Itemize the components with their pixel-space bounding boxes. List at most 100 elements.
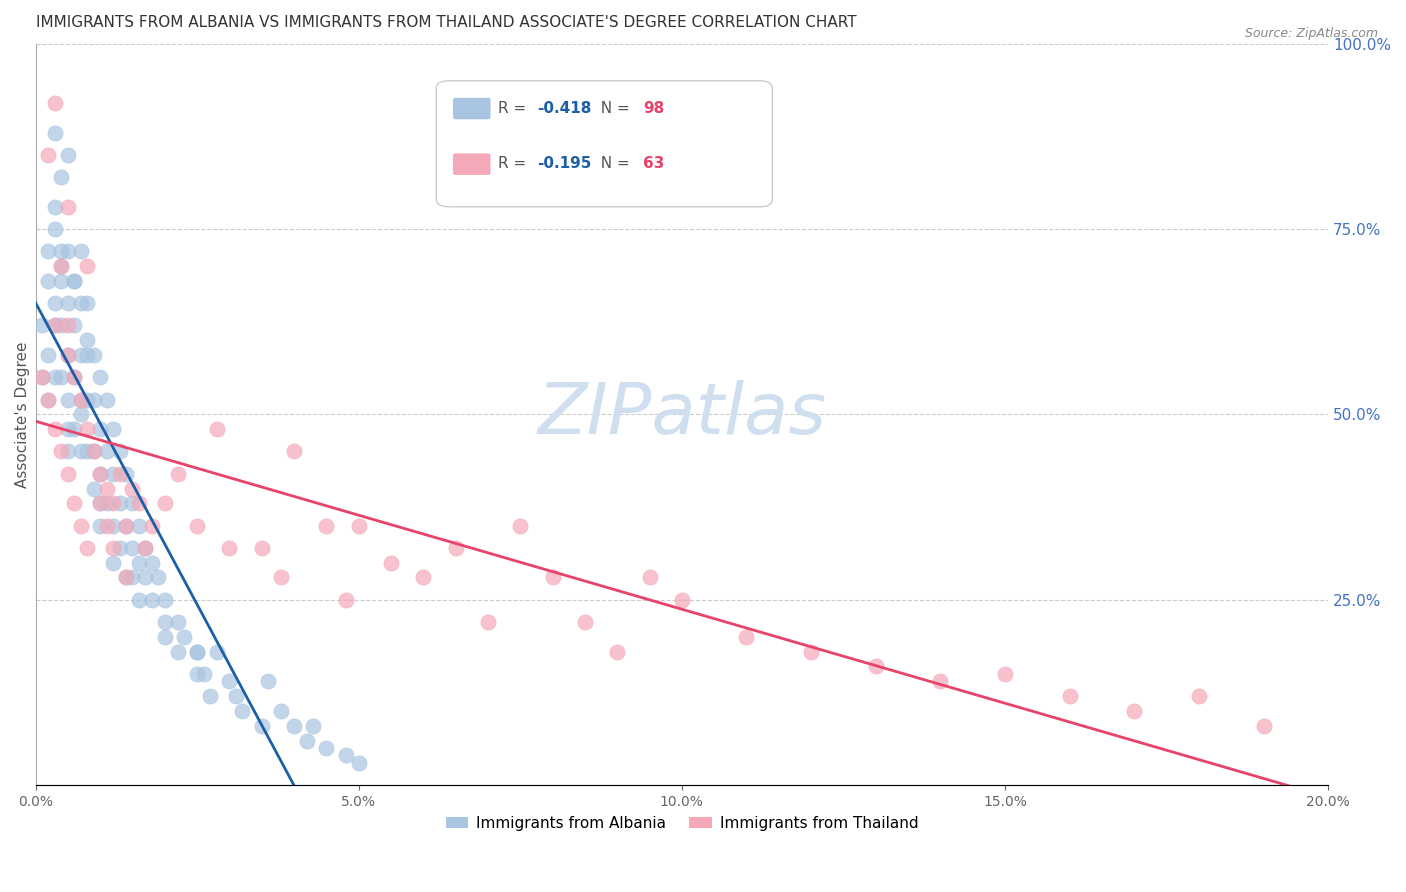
Point <box>44 296 66 310</box>
Point <box>63 496 86 510</box>
Point <box>1188 689 1211 703</box>
Point <box>166 645 188 659</box>
Point <box>148 570 170 584</box>
Point <box>101 541 124 555</box>
Point <box>865 659 887 673</box>
Point <box>76 392 98 407</box>
Point <box>96 518 118 533</box>
Point <box>141 556 163 570</box>
Point <box>134 570 156 584</box>
Point <box>186 518 208 533</box>
Point <box>31 370 53 384</box>
Point <box>56 296 79 310</box>
Text: N =: N = <box>592 156 636 171</box>
Y-axis label: Associate's Degree: Associate's Degree <box>15 341 30 488</box>
Point <box>89 370 111 384</box>
Point <box>69 408 91 422</box>
Point <box>218 541 240 555</box>
Point <box>115 518 138 533</box>
Point <box>108 496 131 510</box>
Point <box>315 741 337 756</box>
Point <box>37 348 59 362</box>
Point <box>44 318 66 333</box>
Point <box>115 570 138 584</box>
Point <box>270 570 292 584</box>
Point <box>96 444 118 458</box>
Point <box>31 370 53 384</box>
Point <box>63 370 86 384</box>
Point <box>250 719 273 733</box>
Point <box>198 689 221 703</box>
Point <box>37 392 59 407</box>
Point <box>270 704 292 718</box>
Point <box>51 259 73 273</box>
Point <box>63 318 86 333</box>
Point <box>335 592 357 607</box>
Point <box>83 392 105 407</box>
Text: R =: R = <box>498 156 531 171</box>
Point <box>37 274 59 288</box>
Point <box>63 422 86 436</box>
Point <box>166 467 188 481</box>
Text: 63: 63 <box>643 156 665 171</box>
Point <box>444 541 467 555</box>
Point <box>44 95 66 110</box>
Text: ZIPatlas: ZIPatlas <box>537 380 827 449</box>
Point <box>69 518 91 533</box>
Point <box>56 348 79 362</box>
Point <box>51 170 73 185</box>
Point <box>735 630 758 644</box>
Point <box>128 518 150 533</box>
Point <box>63 274 86 288</box>
Point <box>186 645 208 659</box>
Point <box>51 259 73 273</box>
Text: -0.418: -0.418 <box>537 101 592 116</box>
Point <box>89 518 111 533</box>
Point <box>101 422 124 436</box>
Point <box>83 348 105 362</box>
Legend: Immigrants from Albania, Immigrants from Thailand: Immigrants from Albania, Immigrants from… <box>440 810 924 837</box>
Point <box>96 496 118 510</box>
Point <box>89 496 111 510</box>
Point <box>141 518 163 533</box>
Point <box>929 674 952 689</box>
Point <box>51 444 73 458</box>
FancyBboxPatch shape <box>453 153 491 175</box>
Point <box>1123 704 1146 718</box>
Point <box>89 422 111 436</box>
Point <box>115 467 138 481</box>
Point <box>186 645 208 659</box>
Point <box>51 244 73 259</box>
Point <box>121 496 143 510</box>
Point <box>56 392 79 407</box>
Point <box>347 756 370 770</box>
Point <box>231 704 253 718</box>
Point <box>76 296 98 310</box>
FancyBboxPatch shape <box>453 98 491 120</box>
Point <box>108 444 131 458</box>
Point <box>37 392 59 407</box>
Point <box>141 592 163 607</box>
Point <box>56 200 79 214</box>
Point <box>574 615 596 629</box>
Text: Source: ZipAtlas.com: Source: ZipAtlas.com <box>1244 27 1378 40</box>
Text: R =: R = <box>498 101 531 116</box>
Point <box>37 148 59 162</box>
Text: N =: N = <box>592 101 636 116</box>
Point <box>89 496 111 510</box>
Point <box>153 615 176 629</box>
Point <box>83 444 105 458</box>
Point <box>186 666 208 681</box>
Point <box>69 392 91 407</box>
Point <box>108 541 131 555</box>
Point <box>606 645 628 659</box>
Point <box>56 422 79 436</box>
Point <box>671 592 693 607</box>
Point <box>153 592 176 607</box>
Point <box>76 422 98 436</box>
Point <box>96 482 118 496</box>
Point <box>225 689 247 703</box>
Point <box>69 444 91 458</box>
Point <box>257 674 280 689</box>
Point <box>63 370 86 384</box>
